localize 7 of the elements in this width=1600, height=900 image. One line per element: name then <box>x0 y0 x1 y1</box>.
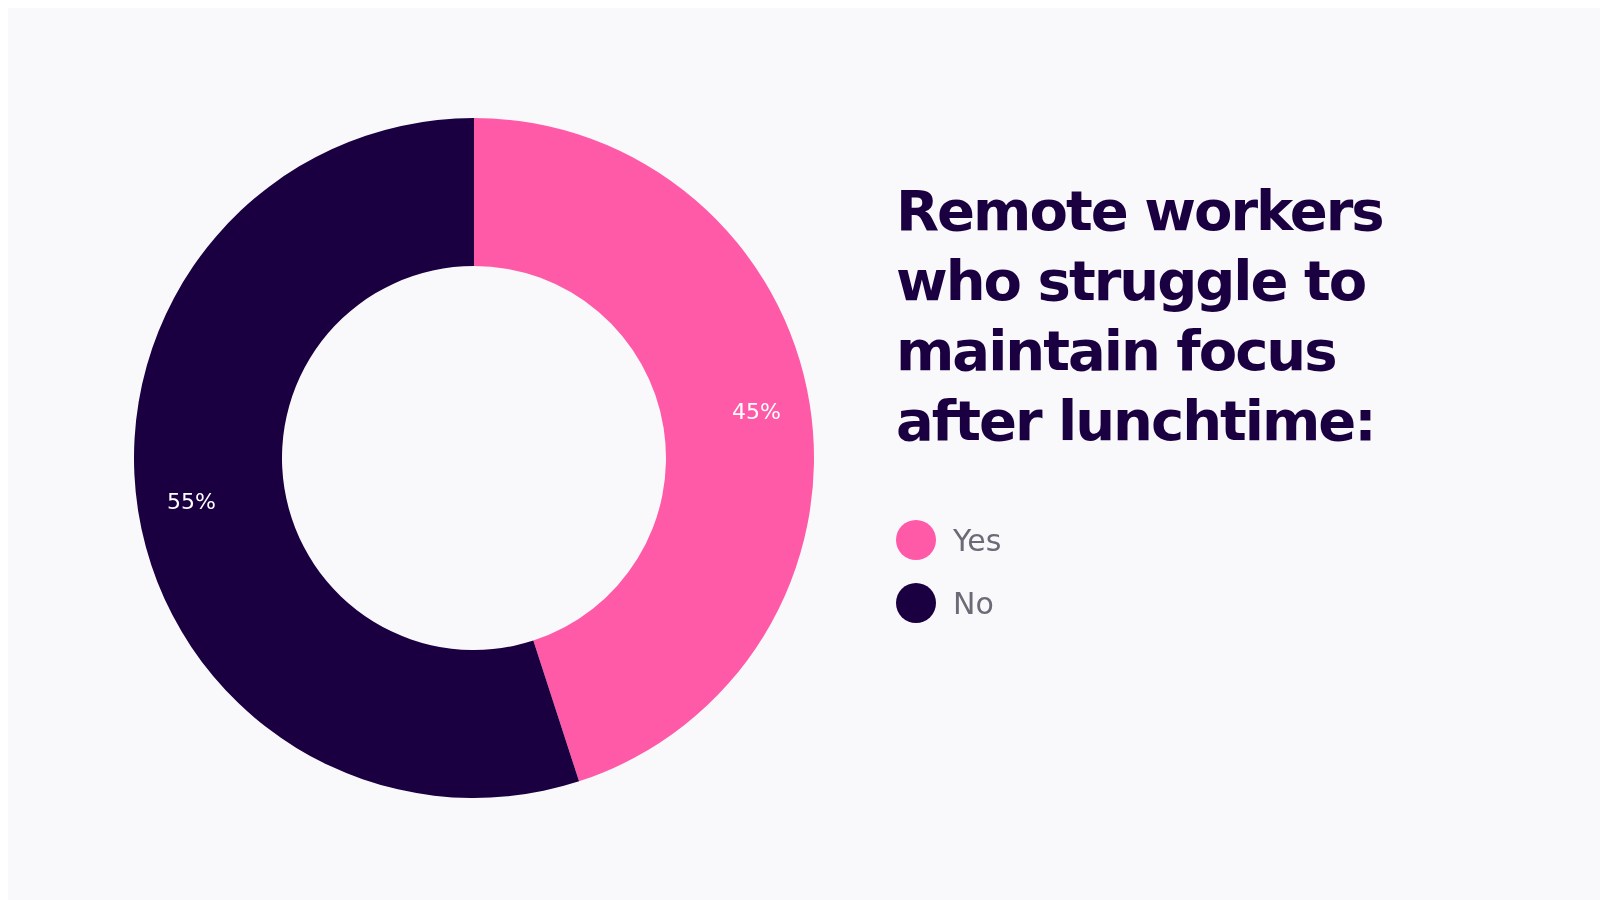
donut-slice <box>474 118 814 782</box>
text: Remote workers who struggle to maintain focus after lunchtime: <box>896 178 1383 453</box>
legend-label: Yes <box>952 522 1002 558</box>
donut-slice <box>134 118 580 798</box>
data-label: 45% <box>732 399 781 425</box>
legend-label: No <box>953 585 994 621</box>
data-label: 55% <box>167 488 216 514</box>
